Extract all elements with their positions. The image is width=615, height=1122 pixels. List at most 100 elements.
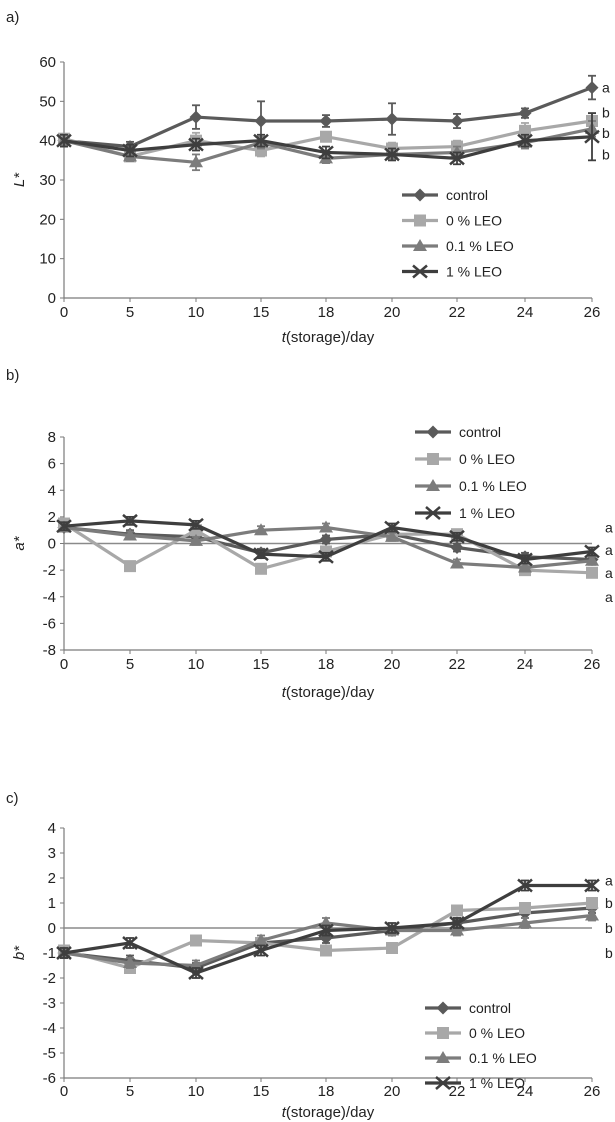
y-tick-label: 8	[48, 429, 56, 446]
data-point	[254, 114, 268, 128]
legend-label: 0 % LEO	[469, 1025, 525, 1041]
series-leo1	[56, 878, 600, 980]
x-tick-label: 24	[517, 304, 534, 321]
data-point	[123, 528, 137, 541]
legend-item: 0.1 % LEO	[425, 1050, 537, 1066]
significance-letter: a	[602, 80, 610, 96]
legend: control 0 % LEO 0.1 % LEO 1 % LEO	[415, 424, 527, 521]
data-point	[255, 562, 267, 575]
data-point	[451, 904, 463, 917]
legend-marker	[425, 506, 441, 520]
data-point	[254, 933, 268, 946]
x-axis-title-rest: (storage)/day	[286, 1104, 375, 1121]
y-axis-title: a*	[11, 535, 28, 550]
data-point	[586, 897, 598, 909]
data-point	[124, 560, 136, 573]
data-point	[517, 878, 533, 893]
series-leo01	[57, 520, 599, 573]
x-tick-label: 5	[126, 304, 134, 321]
significance-letter: b	[605, 895, 613, 911]
legend-label: 0 % LEO	[446, 213, 502, 229]
data-point	[518, 916, 532, 928]
y-axis-title: L*	[11, 172, 28, 187]
data-point	[253, 133, 269, 148]
data-point	[319, 520, 333, 533]
panel-label: b)	[6, 367, 19, 384]
significance-letter: b	[602, 125, 610, 141]
legend-label: 0.1 % LEO	[459, 478, 527, 494]
data-point	[122, 513, 138, 528]
legend-item: 1 % LEO	[415, 505, 515, 521]
significance-letter: a	[605, 873, 613, 889]
y-tick-label: 40	[39, 133, 56, 150]
y-tick-label: 6	[48, 456, 56, 473]
panel-label: c)	[6, 790, 19, 807]
x-axis-title: t(storage)/day	[282, 684, 375, 701]
y-tick-label: 60	[39, 54, 56, 71]
data-point	[449, 916, 465, 930]
significance-letter: b	[605, 945, 613, 961]
y-tick-label: 20	[39, 211, 56, 228]
data-point	[56, 519, 72, 534]
data-point	[584, 544, 600, 559]
data-point	[122, 143, 138, 158]
legend-item: 1 % LEO	[402, 264, 502, 280]
data-point	[586, 566, 598, 579]
y-tick-label: -4	[43, 1020, 56, 1037]
significance-letter: a	[605, 520, 613, 536]
significance-letter: a	[605, 589, 613, 605]
data-point	[189, 155, 203, 168]
data-point	[384, 921, 400, 935]
data-point	[449, 529, 465, 544]
y-tick-label: 2	[48, 870, 56, 887]
y-tick-label: 4	[48, 820, 56, 837]
x-tick-label: 10	[188, 1083, 205, 1100]
chart-panel-a: a) 0 10 20 30 40 50 60 0 5 10 15 18 20 22 24 26 t(storage…	[6, 9, 610, 346]
legend-label: 1 % LEO	[469, 1075, 525, 1091]
y-tick-label: -2	[43, 970, 56, 987]
legend-item: control	[402, 187, 488, 203]
y-tick-label: 30	[39, 172, 56, 189]
legend-label: 1 % LEO	[446, 264, 502, 280]
data-point	[56, 133, 72, 148]
data-point	[319, 114, 333, 128]
legend-marker	[436, 1001, 450, 1015]
x-tick-label: 20	[384, 1083, 401, 1100]
legend-marker	[426, 479, 440, 491]
significance-letter: a	[605, 565, 613, 581]
legend: control 0 % LEO 0.1 % LEO 1 % LEO	[425, 1000, 537, 1091]
legend-marker	[414, 214, 426, 227]
legend-item: 0.1 % LEO	[402, 238, 514, 254]
x-tick-label: 24	[517, 656, 534, 673]
data-point	[449, 151, 465, 166]
y-tick-label: 10	[39, 251, 56, 268]
legend-marker	[413, 239, 427, 251]
x-tick-label: 5	[126, 1083, 134, 1100]
y-tick-label: 0	[48, 920, 56, 937]
series-leo1	[56, 513, 600, 567]
data-point	[384, 520, 400, 535]
data-point	[585, 553, 599, 566]
data-point	[189, 533, 203, 546]
legend: control 0 % LEO 0.1 % LEO 1 % LEO	[402, 187, 514, 280]
data-point	[450, 114, 464, 128]
x-tick-label: 0	[60, 656, 68, 673]
x-axis-title-italic: t	[282, 684, 287, 701]
x-tick-label: 26	[584, 1083, 601, 1100]
y-tick-label: -2	[43, 562, 56, 579]
data-point	[585, 81, 599, 95]
x-tick-label: 15	[253, 304, 270, 321]
y-tick-label: -6	[43, 1070, 56, 1087]
y-tick-label: 3	[48, 845, 56, 862]
data-point	[189, 110, 203, 124]
data-point	[253, 547, 269, 562]
significance-letter: b	[605, 920, 613, 936]
chart-panel-c: c) -6 -5 -4 -3 -2 -1 0 1 2 3 4 0 5 10 15 18 20 22 24 26 t(sto…	[6, 790, 613, 1121]
data-point	[519, 902, 531, 914]
legend-label: control	[469, 1000, 511, 1016]
legend-item: 0.1 % LEO	[415, 478, 527, 494]
y-tick-label: -4	[43, 589, 56, 606]
significance-letter: b	[602, 146, 610, 162]
x-tick-label: 15	[253, 1083, 270, 1100]
